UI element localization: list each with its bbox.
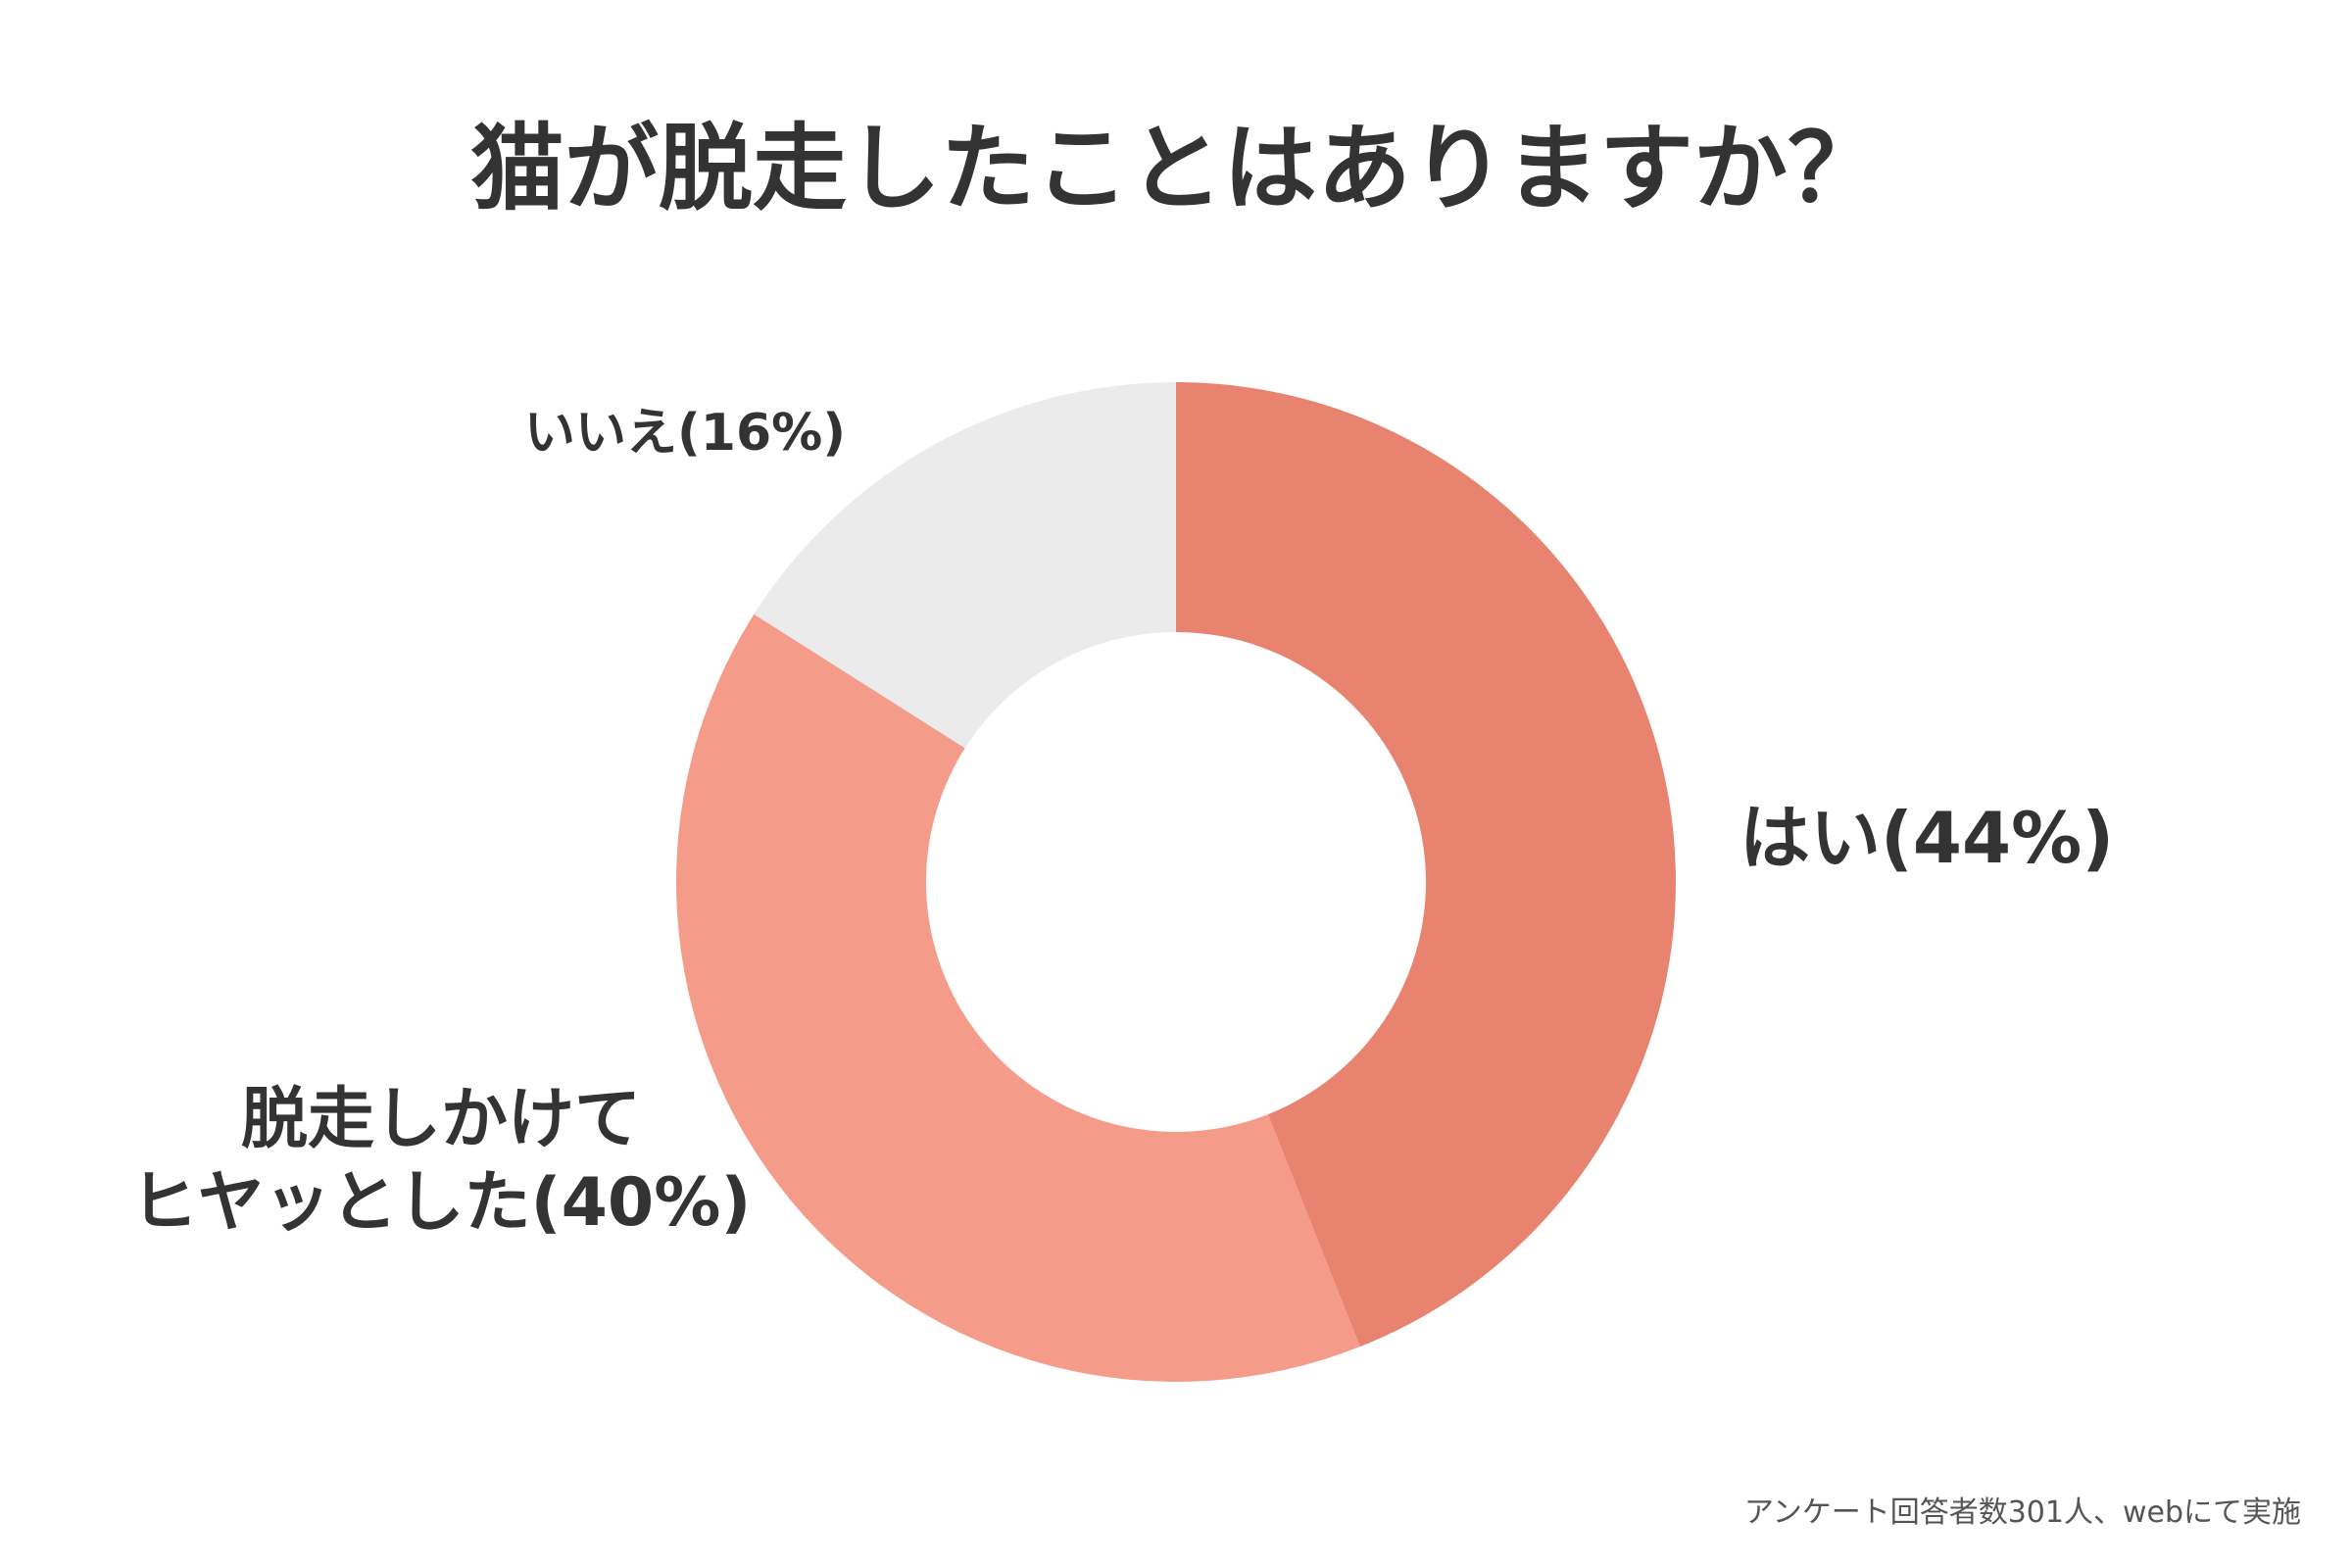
source-note: アンケート回答者数301人、webにて実施 [1743,1495,2301,1530]
slice-0 [1176,382,1677,1348]
slice-label-almost-escaped-line1: 脱走しかけて [240,1081,641,1158]
slice-label-no: いいえ(16%) [524,404,846,463]
slice-1 [675,613,1360,1383]
slice-2 [754,382,1176,749]
slice-label-almost-escaped-line2: ヒヤッとした(40%) [130,1164,752,1242]
slice-label-yes: はい(44%) [1740,797,2115,879]
slice-label-almost-escaped: 脱走しかけて ヒヤッとした(40%) [108,1078,774,1245]
chart-title: 猫が脱走したことはありますか？ [470,114,1882,223]
